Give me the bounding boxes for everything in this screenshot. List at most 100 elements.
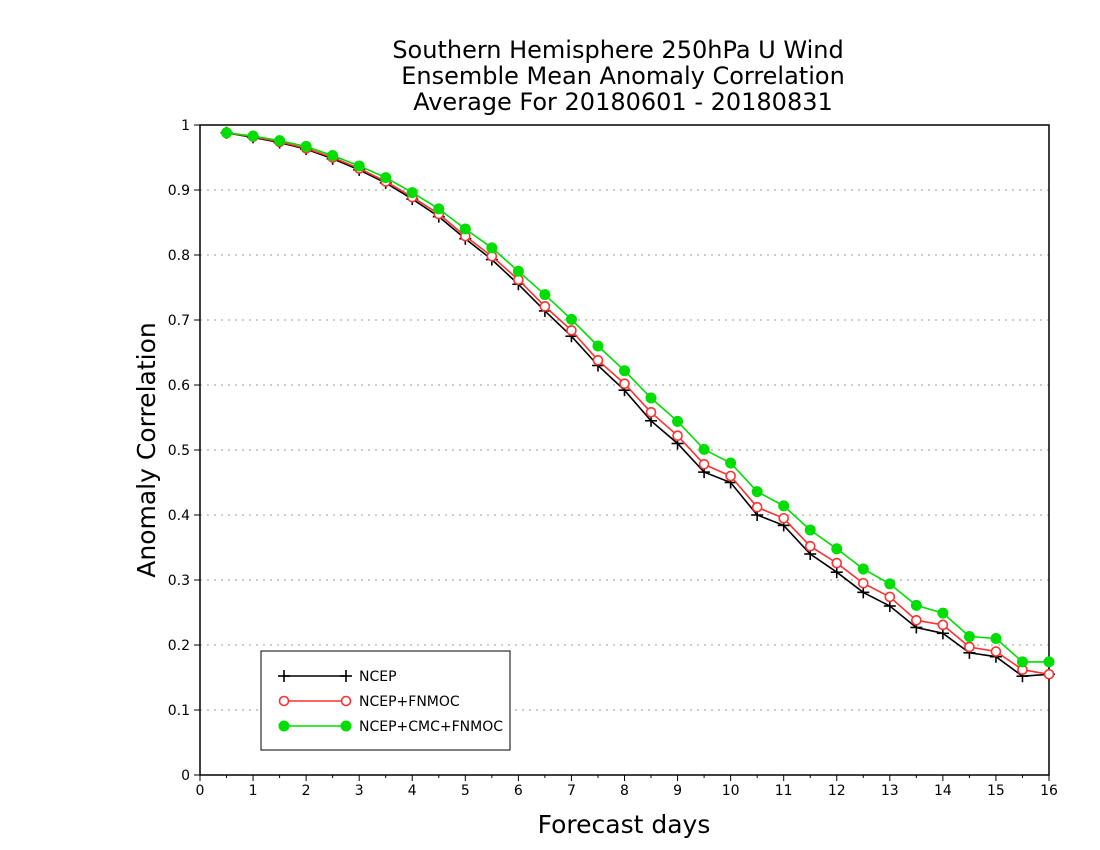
data-point-2-31 [1043,656,1055,668]
data-point-1-26 [911,614,922,626]
x-tick-label-1: 1 [249,783,258,799]
data-point-2-26 [910,599,922,611]
axes: 00.10.20.30.40.50.60.70.80.910 1 2 3 4 5 6 7 8 9 1… [168,118,1058,799]
data-point-2-24 [857,563,869,575]
y-tick-label-1: 0.1 [168,703,190,719]
data-point-1-22 [804,540,816,552]
x-tick-label-12: 12 [828,783,846,799]
data-point-2-7 [406,187,418,199]
chart-title-line-3: Average For 20180601 - 20180831 [413,88,833,116]
x-tick-label-9: 9 [673,783,682,799]
data-point-2-28 [963,631,975,643]
data-point-2-20 [751,486,763,498]
data-point-1-25 [884,591,896,603]
x-tick-label-13: 13 [881,783,899,799]
y-tick-label-0: 0 [181,768,190,784]
x-tick-label-6: 6 [514,783,523,799]
legend-item-0: NCEP [278,669,397,685]
data-point-2-6 [380,172,392,184]
data-point-2-3 [300,140,312,152]
data-point-2-9 [459,223,471,235]
data-point-2-21 [778,500,790,512]
x-tick-label-4: 4 [408,783,417,799]
y-tick-label-5: 0.5 [168,443,190,459]
y-tick-label-6: 0.6 [168,378,190,394]
data-point-1-29 [990,646,1002,657]
data-point-2-13 [565,313,577,325]
data-point-2-11 [512,265,524,277]
x-axis-label: Forecast days [538,810,711,839]
data-point-2-27 [937,607,949,619]
gridlines [200,189,1049,711]
data-point-2-8 [433,203,445,215]
data-point-2-14 [592,340,604,352]
data-point-2-10 [486,242,498,254]
data-point-1-31 [1043,668,1055,680]
data-point-2-18 [698,443,710,455]
legend-marker-start-1 [278,695,290,707]
x-tick-label-14: 14 [934,783,952,799]
x-tick-label-2: 2 [302,783,311,799]
legend-marker-start-2 [278,720,290,732]
chart-title-line-1: Southern Hemisphere 250hPa U Wind [392,36,843,64]
y-tick-label-2: 0.2 [168,638,190,654]
data-point-1-21 [778,512,789,524]
data-point-2-23 [831,543,843,555]
x-tick-label-7: 7 [567,783,576,799]
x-tick-label-0: 0 [196,783,205,799]
data-point-1-18 [698,458,710,470]
legend-marker-end-2 [340,720,352,732]
data-point-2-12 [539,289,551,301]
data-point-2-22 [804,524,816,536]
data-point-1-27 [937,619,949,631]
data-point-1-19 [725,470,736,482]
chart-title: Southern Hemisphere 250hPa U Wind Ensemb… [392,36,844,116]
series-line-0 [226,132,1050,678]
legend-label-2: NCEP+CMC+FNMOC [359,719,503,735]
y-tick-label-10: 1 [181,118,190,134]
y-tick-label-9: 0.9 [168,183,190,199]
data-point-1-14 [592,354,604,366]
data-point-1-24 [857,577,869,589]
x-tick-label-8: 8 [620,783,629,799]
y-tick-label-4: 0.4 [168,508,190,524]
data-point-2-17 [672,415,684,427]
legend: NCEP NCEP+FNMOC NCEP+CMC+FNMOC [260,650,511,751]
legend-label-0: NCEP [359,669,397,685]
legend-marker-start-0 [278,670,290,682]
data-point-1-20 [751,501,763,513]
y-axis-label: Anomaly Correlation [132,322,161,577]
x-tick-label-3: 3 [355,783,364,799]
x-tick-label-15: 15 [987,783,1005,799]
series-0 [220,126,1055,683]
data-point-1-17 [672,430,683,442]
y-tick-label-8: 0.8 [168,248,190,264]
legend-marker-end-1 [340,695,352,707]
series-layer [220,126,1055,683]
data-point-2-25 [884,578,896,590]
series-2 [221,127,1055,668]
x-tick-label-11: 11 [775,783,793,799]
data-point-1-12 [539,301,551,312]
data-point-2-19 [725,457,737,469]
data-point-1-23 [831,557,843,569]
data-point-2-5 [353,160,365,172]
data-point-1-16 [645,406,657,418]
data-point-2-4 [327,150,339,162]
legend-label-1: NCEP+FNMOC [359,694,460,710]
data-point-2-0 [221,127,233,139]
legend-marker-end-0 [340,670,352,682]
legend-item-2: NCEP+CMC+FNMOC [278,719,503,735]
y-tick-label-3: 0.3 [168,573,190,589]
data-point-2-29 [990,633,1002,644]
x-tick-label-5: 5 [461,783,470,799]
data-point-1-13 [566,325,577,336]
data-point-2-30 [1016,656,1028,668]
data-point-1-28 [964,641,975,653]
chart-title-line-2: Ensemble Mean Anomaly Correlation [401,62,845,90]
x-tick-label-10: 10 [722,783,740,799]
data-point-2-1 [247,130,259,142]
x-tick-label-16: 16 [1040,783,1058,799]
y-tick-label-7: 0.7 [168,313,190,329]
